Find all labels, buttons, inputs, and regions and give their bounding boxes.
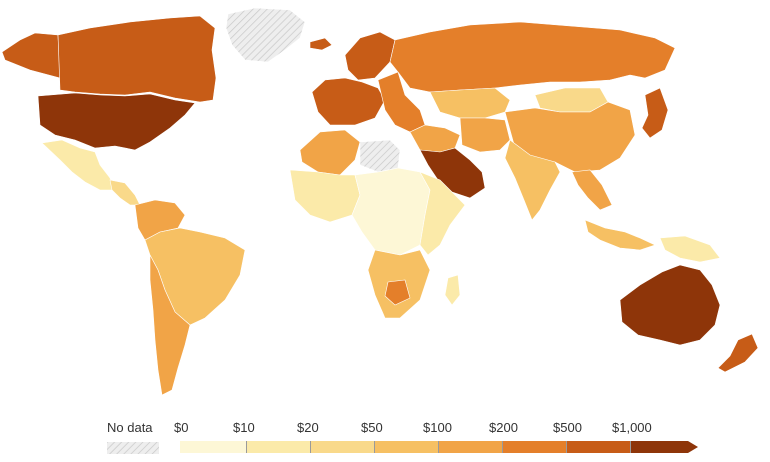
greenland[interactable] xyxy=(225,7,306,63)
alaska[interactable] xyxy=(1,32,61,79)
botswana[interactable] xyxy=(384,279,411,306)
kazakhstan[interactable] xyxy=(429,87,511,119)
east-africa[interactable] xyxy=(419,171,466,256)
iceland[interactable] xyxy=(309,37,333,51)
australia[interactable] xyxy=(619,264,721,346)
central-america[interactable] xyxy=(109,179,141,206)
new-zealand[interactable] xyxy=(717,333,759,373)
west-africa[interactable] xyxy=(289,169,361,223)
libya[interactable] xyxy=(359,139,401,173)
arabian-peninsula[interactable] xyxy=(419,147,486,199)
colombia-venezuela[interactable] xyxy=(134,199,186,241)
argentina-chile[interactable] xyxy=(149,254,191,396)
russia[interactable] xyxy=(389,21,676,93)
scandinavia[interactable] xyxy=(344,31,396,81)
iran[interactable] xyxy=(459,117,511,153)
middle-east[interactable] xyxy=(409,124,461,153)
central-africa[interactable] xyxy=(351,167,431,256)
papua[interactable] xyxy=(659,235,721,263)
japan[interactable] xyxy=(641,87,669,139)
usa[interactable] xyxy=(37,92,196,151)
canada[interactable] xyxy=(57,15,217,103)
india[interactable] xyxy=(504,139,561,221)
southeast-asia[interactable] xyxy=(571,169,613,211)
north-africa[interactable] xyxy=(299,129,361,176)
western-europe[interactable] xyxy=(311,77,386,126)
indonesia[interactable] xyxy=(584,219,656,251)
mexico[interactable] xyxy=(41,139,116,191)
madagascar[interactable] xyxy=(444,274,461,306)
